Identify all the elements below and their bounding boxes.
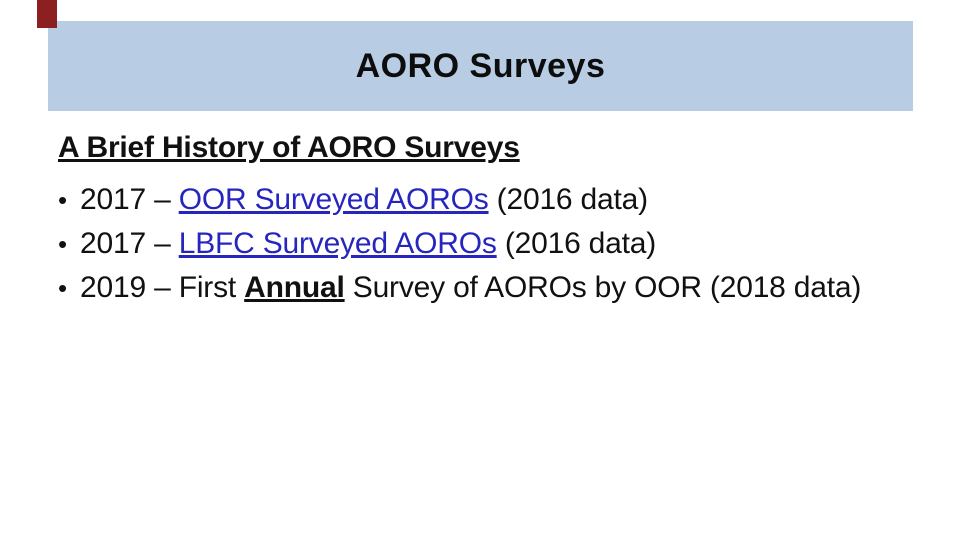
bullet-3-suffix: Survey of AOROs by OOR (2018 data) — [344, 271, 862, 304]
bullet-list: • 2017 – OOR Surveyed AOROs (2016 data) … — [58, 178, 918, 310]
bullet-2-prefix: 2017 – — [80, 227, 179, 260]
bullet-icon: • — [58, 229, 67, 259]
body-heading: A Brief History of AORO Surveys — [58, 131, 520, 164]
link-oor-surveyed-aoros[interactable]: OOR Surveyed AOROs — [178, 183, 489, 216]
link-lbfc-surveyed-aoros[interactable]: LBFC Surveyed AOROs — [178, 227, 497, 260]
bullet-1-suffix: (2016 data) — [488, 183, 648, 216]
title-band: AORO Surveys — [48, 21, 913, 111]
bullet-item-2: • 2017 – LBFC Surveyed AOROs (2016 data) — [58, 222, 918, 266]
corner-accent-bar — [37, 0, 57, 28]
slide-title: AORO Surveys — [355, 46, 606, 85]
annual-emphasis: Annual — [244, 271, 345, 304]
bullet-item-3: • 2019 – First Annual Survey of AOROs by… — [58, 266, 918, 310]
bullet-icon: • — [58, 185, 67, 215]
bullet-icon: • — [58, 273, 67, 303]
bullet-text: 2017 – LBFC Surveyed AOROs (2016 data) — [80, 222, 656, 266]
bullet-1-prefix: 2017 – — [80, 183, 179, 216]
bullet-item-1: • 2017 – OOR Surveyed AOROs (2016 data) — [58, 178, 918, 222]
bullet-text: 2017 – OOR Surveyed AOROs (2016 data) — [80, 178, 648, 222]
slide-body: A Brief History of AORO Surveys • 2017 –… — [58, 126, 918, 310]
bullet-text: 2019 – First Annual Survey of AOROs by O… — [80, 266, 861, 310]
bullet-3-prefix: 2019 – First — [80, 271, 245, 304]
bullet-2-suffix: (2016 data) — [496, 227, 657, 260]
